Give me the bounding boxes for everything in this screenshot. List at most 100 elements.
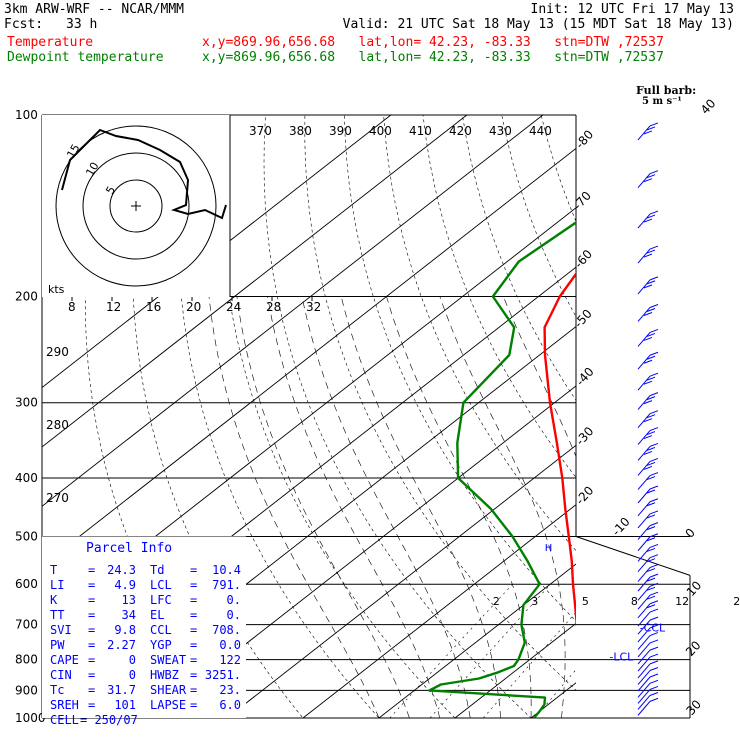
dry-adiabat <box>344 115 576 622</box>
isotherm-line <box>42 115 468 448</box>
wind-barb-flag <box>649 692 659 696</box>
legend-temperature: Temperature <box>7 35 94 50</box>
wind-barb-flag <box>649 122 659 127</box>
wind-barb-flag <box>649 457 659 462</box>
wind-barb-flag <box>646 489 656 494</box>
wind-barb-staff <box>637 536 651 552</box>
wind-barb <box>637 639 659 658</box>
wind-barb-flag <box>643 130 653 135</box>
wind-barb-flag <box>649 564 659 569</box>
mixing-ratio-label: 3 <box>531 595 538 608</box>
wind-barb-flag <box>643 284 653 289</box>
wind-barb <box>637 646 659 665</box>
wind-barb <box>637 457 659 476</box>
wind-barb-staff <box>637 173 651 189</box>
isotherm-line <box>607 115 740 718</box>
wind-barb-flag <box>646 126 656 131</box>
isotherm-line <box>683 115 740 718</box>
pressure-tick-label: 300 <box>15 396 38 410</box>
pressure-tick-label: 500 <box>15 529 38 543</box>
parcel-label: CELL <box>50 713 79 727</box>
parcel-equals: = <box>190 563 197 577</box>
hodograph-speed-label: 20 <box>186 300 201 314</box>
hodograph-speed-label: 24 <box>226 300 241 314</box>
wind-barb <box>637 392 659 410</box>
parcel-value: 2.27 <box>107 638 136 652</box>
parcel-equals: = <box>190 668 197 682</box>
wind-barb-staff <box>637 682 651 698</box>
wind-barb-flag <box>649 624 659 629</box>
parcel-value: 24.3 <box>107 563 136 577</box>
parcel-box-bg <box>42 536 246 718</box>
thetae-label: 270 <box>46 491 69 505</box>
parcel-equals: = <box>190 608 197 622</box>
parcel-equals: = <box>190 638 197 652</box>
parcel-row: T = 24.3 Td = 10.4 <box>50 563 241 577</box>
wind-barb-staff <box>637 248 651 264</box>
wind-barb <box>637 427 659 445</box>
height-marker: H <box>545 543 553 554</box>
wind-barb-flag <box>649 543 659 548</box>
wind-barb-flag <box>646 595 656 600</box>
wind-barb-flag <box>646 476 656 481</box>
wind-barb-flag <box>643 218 653 223</box>
wind-barb-staff <box>637 656 651 672</box>
theta-label: 420 <box>449 124 472 138</box>
parcel-label: SVI <box>50 623 72 637</box>
dry-adiabat <box>659 115 740 731</box>
parcel-label: CCL <box>150 623 172 637</box>
wind-barb <box>637 328 659 347</box>
wind-barb <box>637 554 659 573</box>
wind-barb-staff <box>637 513 651 529</box>
pressure-tick-label: 200 <box>15 290 38 304</box>
wind-barb-staff <box>637 701 651 716</box>
wind-barb <box>637 410 659 428</box>
wind-barb-flag <box>646 355 656 360</box>
parcel-equals: = <box>88 608 95 622</box>
theta-label: 430 <box>489 124 512 138</box>
parcel-value: = 250/07 <box>80 713 138 727</box>
parcel-label: SHEAR <box>150 683 187 697</box>
wind-barb-staff <box>637 635 651 650</box>
wind-barb-staff <box>637 585 651 601</box>
forecast-hour: 33 h <box>66 17 98 32</box>
wind-barb-flag <box>649 304 659 308</box>
parcel-row: PW = 2.27 YGP = 0.0 <box>50 638 241 652</box>
hodograph-speed-label: 32 <box>306 300 321 314</box>
wind-barb-staff <box>637 663 651 679</box>
wind-barb-flag <box>649 632 659 637</box>
pressure-tick-label: 700 <box>15 618 38 632</box>
wind-barb-flag <box>646 431 656 436</box>
wind-barb-staff <box>637 547 651 562</box>
parcel-equals: = <box>190 593 197 607</box>
dry-adiabat <box>699 115 740 731</box>
wind-barb <box>637 533 659 552</box>
wind-barb-flag <box>643 253 653 258</box>
parcel-value: 4.9 <box>114 578 136 592</box>
wind-barb-staff <box>637 649 651 665</box>
wind-legend-units: 5 m s⁻¹ <box>642 96 682 107</box>
parcel-label: SWEAT <box>150 653 186 667</box>
dry-adiabat <box>462 115 576 401</box>
wind-barb-flag <box>649 667 659 671</box>
wind-barb-flag <box>646 526 656 531</box>
wind-barb-flag <box>649 573 659 578</box>
parcel-value: 23. <box>219 683 241 697</box>
wind-barb-flag <box>643 465 653 470</box>
parcel-info-box: Parcel Info T = 24.3 Td = 10.4 LI = 4.9 LCL = 791. K =… <box>42 536 246 727</box>
wind-barb-flag <box>649 697 659 702</box>
isotherm-line <box>226 444 576 718</box>
parcel-label: TT <box>50 608 64 622</box>
wind-barb <box>637 667 659 685</box>
wind-barb-flag <box>646 604 656 609</box>
isotherm-line <box>42 147 576 567</box>
wind-barb-flag <box>649 510 659 515</box>
parcel-value: 101 <box>114 698 136 712</box>
wind-barb-flag <box>646 558 656 563</box>
parcel-label: CIN <box>50 668 72 682</box>
wind-barb <box>637 624 659 643</box>
wind-barb-staff <box>637 676 651 692</box>
hodograph-trace <box>61 128 227 220</box>
parcel-value: 0. <box>227 608 241 622</box>
